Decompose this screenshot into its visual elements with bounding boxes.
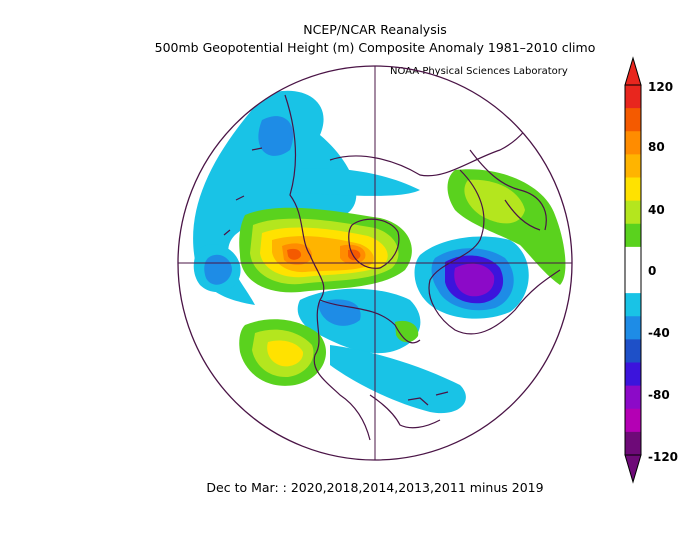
colorbar-label-80: 80 (648, 140, 665, 154)
anomaly-pos-arctic-l7 (287, 248, 302, 260)
colorbar-segment (625, 431, 641, 456)
anomaly-neg-central-core (318, 299, 361, 326)
map-subtitle: 500mb Geopotential Height (m) Composite … (154, 40, 596, 55)
map-title: NCEP/NCAR Reanalysis (303, 22, 447, 37)
colorbar-segment (625, 293, 641, 317)
colorbar-label-minus80: -80 (648, 388, 670, 402)
colorbar-segment (625, 339, 641, 363)
anomaly-neg-pacific (193, 90, 357, 305)
anomaly-pos-asia-core (464, 179, 525, 224)
colorbar-label-120: 120 (648, 80, 674, 94)
colorbar-label-minus40: -40 (648, 326, 670, 340)
colorbar-segment (625, 270, 641, 294)
colorbar-segment (625, 85, 641, 109)
colorbar-label-0: 0 (648, 264, 657, 278)
map-boundary (177, 65, 573, 461)
pacific-islands (223, 147, 263, 236)
anomaly-neg-pacific-core (258, 116, 294, 156)
anomaly-pos-atlantic-small (395, 320, 419, 343)
colorbar-bottom-arrow (624, 454, 642, 484)
credit-label: NOAA Physical Sciences Laboratory (390, 66, 568, 77)
colorbar-segment (625, 246, 641, 271)
colorbar-frame (624, 84, 642, 456)
anomaly-field (193, 90, 566, 441)
eurasia-coast (329, 109, 561, 335)
anomaly-neg-west-core (204, 254, 232, 285)
north-america-coast (284, 94, 421, 441)
anomaly-neg-europe-l4 (454, 263, 495, 297)
colorbar-segments (625, 85, 641, 456)
asia-east-coast (469, 149, 547, 231)
colorbar-segment (625, 177, 641, 202)
caribbean-coast (407, 391, 449, 406)
anomaly-pos-pacific-sub-l3 (267, 340, 304, 367)
composite-description: Dec to Mar: : 2020,2018,2014,2013,2011 m… (206, 480, 544, 495)
colorbar-segment (625, 154, 641, 178)
greenland-coast (348, 218, 400, 269)
colorbar-segment (625, 223, 641, 248)
colorbar-segment (625, 362, 641, 387)
central-america-coast (369, 394, 441, 429)
colorbar-label-40: 40 (648, 203, 665, 217)
anomaly-neg-atlantic-band (330, 345, 466, 414)
colorbar-label-minus120: -120 (648, 450, 679, 464)
colorbar-segment (625, 200, 641, 225)
colorbar-segment (625, 131, 641, 155)
colorbar-segment (625, 316, 641, 340)
colorbar-top-arrow (624, 56, 642, 86)
colorbar-segment (625, 408, 641, 433)
colorbar-segment (625, 385, 641, 410)
anomaly-neg-arctic-strip (290, 168, 420, 196)
coastlines (223, 94, 561, 441)
colorbar-segment (625, 108, 641, 132)
